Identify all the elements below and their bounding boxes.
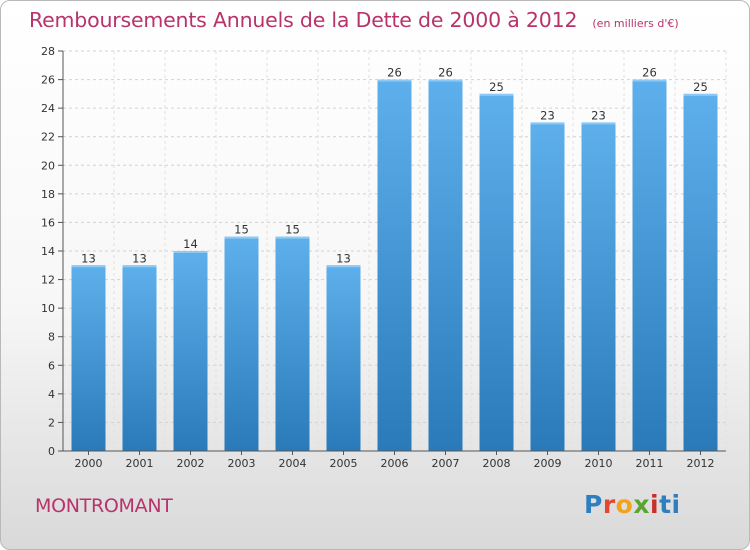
y-tick-label: 26 bbox=[41, 74, 55, 87]
data-label: 26 bbox=[642, 66, 657, 80]
y-tick-label: 12 bbox=[41, 274, 55, 287]
bar-highlight bbox=[530, 122, 565, 125]
y-tick-label: 14 bbox=[41, 245, 55, 258]
data-label: 25 bbox=[489, 80, 504, 94]
y-tick-label: 4 bbox=[48, 388, 55, 401]
y-tick-label: 28 bbox=[41, 45, 55, 58]
bar-highlight bbox=[479, 93, 514, 96]
chart-subtitle: (en milliers d'€) bbox=[592, 17, 679, 30]
bar-highlight bbox=[71, 265, 106, 268]
x-tick-label: 2011 bbox=[636, 457, 664, 470]
bar-highlight bbox=[377, 79, 412, 82]
bar bbox=[224, 236, 259, 451]
data-label: 15 bbox=[285, 223, 300, 237]
bar bbox=[581, 122, 616, 451]
logo-letter: i bbox=[650, 490, 660, 519]
y-tick-label: 6 bbox=[48, 359, 55, 372]
bar bbox=[377, 79, 412, 452]
bar-highlight bbox=[632, 79, 667, 82]
bar-highlight bbox=[581, 122, 616, 125]
place-name: MONTROMANT bbox=[35, 495, 173, 517]
bar-highlight bbox=[224, 236, 259, 239]
logo-letter: x bbox=[633, 490, 650, 519]
bar-highlight bbox=[122, 265, 157, 268]
bar bbox=[632, 79, 667, 452]
bar-highlight bbox=[173, 251, 208, 253]
data-label: 26 bbox=[387, 66, 402, 80]
logo-letter: r bbox=[602, 490, 616, 519]
y-tick-label: 24 bbox=[41, 102, 55, 115]
chart-title-wrap: Remboursements Annuels de la Dette de 20… bbox=[29, 8, 679, 32]
x-tick-label: 2002 bbox=[177, 457, 205, 470]
data-label: 23 bbox=[540, 108, 555, 122]
x-tick-label: 2009 bbox=[534, 457, 562, 470]
y-tick-label: 8 bbox=[48, 331, 55, 344]
bar-highlight bbox=[683, 93, 718, 96]
proxiti-logo: Proxiti bbox=[584, 490, 681, 519]
bar-highlight bbox=[428, 79, 463, 82]
y-tick-label: 18 bbox=[41, 188, 55, 201]
logo-letter: i bbox=[671, 490, 681, 519]
x-tick-label: 2001 bbox=[126, 457, 154, 470]
x-tick-label: 2007 bbox=[432, 457, 460, 470]
chart-title: Remboursements Annuels de la Dette de 20… bbox=[29, 8, 578, 32]
data-label: 13 bbox=[132, 251, 147, 265]
logo-letter: t bbox=[659, 490, 672, 519]
logo-letter: o bbox=[615, 490, 634, 519]
y-tick-label: 16 bbox=[41, 216, 55, 229]
data-label: 14 bbox=[183, 237, 198, 251]
bar bbox=[122, 265, 157, 451]
y-tick-label: 10 bbox=[41, 302, 55, 315]
labels: 13 13 14 15 15 13 26 26 25 23 23 26 25 bbox=[81, 66, 708, 266]
x-tick-label: 2005 bbox=[330, 457, 358, 470]
bar bbox=[275, 236, 310, 451]
x-tick-label: 2000 bbox=[75, 457, 103, 470]
data-label: 26 bbox=[438, 66, 453, 80]
bar bbox=[479, 93, 514, 451]
data-label: 13 bbox=[336, 251, 351, 265]
x-tick-label: 2008 bbox=[483, 457, 511, 470]
data-label: 25 bbox=[693, 80, 708, 94]
x-tick-label: 2010 bbox=[585, 457, 613, 470]
bar bbox=[71, 265, 106, 451]
y-tick-label: 2 bbox=[48, 416, 55, 429]
y-tick-label: 22 bbox=[41, 131, 55, 144]
data-label: 15 bbox=[234, 223, 249, 237]
x-tick-label: 2004 bbox=[279, 457, 307, 470]
x-tick-label: 2003 bbox=[228, 457, 256, 470]
bar bbox=[326, 265, 361, 451]
y-tick-label: 0 bbox=[48, 445, 55, 458]
bar bbox=[173, 251, 208, 451]
bar bbox=[683, 93, 718, 451]
bar bbox=[428, 79, 463, 452]
bars bbox=[71, 79, 718, 452]
bar bbox=[530, 122, 565, 451]
bar-highlight bbox=[275, 236, 310, 239]
y-tick-label: 20 bbox=[41, 159, 55, 172]
logo-letter: P bbox=[584, 490, 603, 519]
data-label: 13 bbox=[81, 251, 96, 265]
x-tick-label: 2006 bbox=[381, 457, 409, 470]
bar-highlight bbox=[326, 265, 361, 268]
x-tick-label: 2012 bbox=[687, 457, 715, 470]
data-label: 23 bbox=[591, 108, 606, 122]
